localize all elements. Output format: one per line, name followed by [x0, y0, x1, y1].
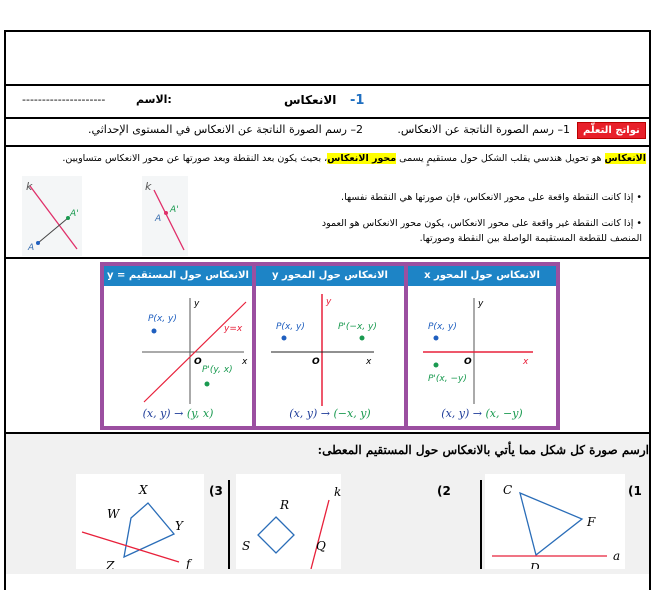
- divider: [6, 145, 649, 147]
- panel-y-equals-x: الانعكاس حول المستقيم y = x P(x, y) P'(y…: [104, 266, 252, 426]
- graph-yx: P(x, y) P'(y, x) y=x y x O: [142, 298, 248, 404]
- label-y: y: [193, 299, 200, 309]
- panel-title: الانعكاس حول المحور y: [256, 266, 404, 286]
- figure-point-on-axis: k A A': [142, 176, 188, 256]
- label-line: y=x: [223, 324, 243, 334]
- label-origin: O: [312, 357, 320, 367]
- column-divider: [228, 480, 230, 569]
- panel-y-axis: الانعكاس حول المحور y P(x, y) P'(−x, y) …: [256, 266, 404, 426]
- problem-2-figure: R S Q k: [236, 474, 341, 569]
- lesson-title: الانعكاس: [284, 93, 337, 107]
- label-P-prime: P'(y, x): [202, 365, 233, 375]
- label-A-prime: A': [169, 205, 179, 215]
- label-k: k: [334, 485, 341, 499]
- label-P-prime: P'(x, −y): [428, 374, 467, 384]
- line-f: [81, 531, 180, 563]
- point-P-prime: [433, 362, 439, 368]
- label-Q: Q: [316, 539, 326, 553]
- name-field[interactable]: ---------------------: [22, 93, 106, 106]
- label-Y: Y: [175, 519, 184, 533]
- problem-1-figure: C F D a: [485, 474, 625, 569]
- label-S: S: [242, 539, 250, 553]
- term-axis: محور الانعكاس: [327, 153, 397, 164]
- label-P: P(x, y): [148, 314, 177, 324]
- label-a: a: [613, 549, 620, 563]
- divider: [6, 117, 649, 119]
- divider: [6, 432, 649, 434]
- divider: [6, 257, 649, 259]
- label-y: y: [325, 297, 332, 307]
- reflection-rules-card: الانعكاس حول المحور x P(x, y) P'(x, −y) …: [100, 262, 560, 430]
- outcome-1: 1– رسم الصورة الناتجة عن الانعكاس.: [397, 123, 570, 136]
- point-P: [151, 328, 157, 334]
- point-P-prime: [359, 335, 365, 341]
- quadrilateral-WXYZ: [123, 502, 176, 559]
- line-y-equals-x: [143, 301, 247, 403]
- mapping-rule: (x, y) → (−x, y): [289, 407, 371, 420]
- problem-number: (2: [437, 484, 451, 498]
- point-P: [433, 335, 439, 341]
- problem-3-figure: X W Y Z f: [76, 474, 204, 569]
- point-A: [164, 211, 168, 215]
- bullet-2: • إذا كانت النقطة غير واقعة على محور الا…: [321, 218, 642, 244]
- label-P: P(x, y): [428, 322, 457, 332]
- label-k: k: [26, 180, 33, 193]
- point-A-prime: [66, 216, 70, 220]
- definition-text-2: ، بحيث يكون بعد النقطة وبعد صورتها عن مح…: [62, 153, 328, 164]
- label-y: y: [477, 299, 484, 309]
- label-A: A: [27, 243, 34, 253]
- graph-y: P(x, y) P'(−x, y) y x O: [271, 294, 377, 406]
- term-reflection: الانعكاس: [604, 153, 646, 164]
- bullet-text: إذا كانت النقطة غير واقعة على محور الانع…: [321, 218, 642, 244]
- square-RSQ: [257, 516, 295, 554]
- bullet-1: • إذا كانت النقطة واقعة على محور الانعكا…: [341, 192, 642, 203]
- definition: الانعكاس هو تحويل هندسي يقلب الشكل حول م…: [14, 153, 646, 164]
- label-C: C: [503, 483, 512, 497]
- label-X: X: [138, 483, 148, 497]
- mapping-rule: (x, y) → (x, −y): [441, 407, 523, 420]
- label-P-prime: P'(−x, y): [338, 322, 377, 332]
- axis-k: [29, 185, 78, 250]
- point-A: [36, 241, 40, 245]
- panel-title: الانعكاس حول المستقيم y = x: [104, 266, 252, 301]
- point-P-prime: [204, 381, 210, 387]
- label-F: F: [586, 515, 596, 529]
- label-Z: Z: [105, 559, 115, 569]
- line-k: [310, 499, 330, 569]
- label-D: D: [529, 561, 540, 569]
- label-k: k: [145, 180, 152, 193]
- label-R: R: [279, 498, 289, 512]
- figure-point-off-axis: k A A': [22, 176, 82, 256]
- exercise-heading: ارسم صورة كل شكل مما يأتي بالانعكاس حول …: [317, 443, 649, 457]
- label-x: x: [241, 357, 248, 367]
- column-divider: [480, 480, 482, 569]
- label-x: x: [365, 357, 372, 367]
- lesson-number: -1: [350, 93, 365, 108]
- point-P: [281, 335, 287, 341]
- label-origin: O: [464, 357, 472, 367]
- axis-k: [153, 189, 185, 251]
- divider: [6, 84, 649, 86]
- label-origin: O: [194, 357, 202, 367]
- bullet-text: إذا كانت النقطة واقعة على محور الانعكاس،…: [341, 192, 634, 203]
- label-A: A: [154, 214, 161, 224]
- triangle-CFD: [519, 491, 584, 557]
- outcome-2: 2– رسم الصورة الناتجة عن الانعكاس في الم…: [88, 123, 363, 136]
- name-label: الاسم:: [136, 93, 172, 106]
- segment-AA: [37, 217, 69, 244]
- graph-x: P(x, y) P'(x, −y) y x O: [423, 298, 533, 404]
- label-P: P(x, y): [276, 322, 305, 332]
- panel-x-axis: الانعكاس حول المحور x P(x, y) P'(x, −y) …: [408, 266, 556, 426]
- label-x: x: [522, 357, 529, 367]
- panel-title: الانعكاس حول المحور x: [408, 266, 556, 286]
- mapping-rule: (x, y) → (y, x): [142, 407, 214, 420]
- label-A-prime: A': [69, 209, 79, 219]
- problem-number: (1: [628, 484, 642, 498]
- label-f: f: [185, 557, 193, 569]
- definition-text: هو تحويل هندسي يقلب الشكل حول مستقيمٍ يس…: [396, 153, 605, 164]
- label-W: W: [107, 507, 121, 521]
- learning-outcomes-badge: نواتج التعلّم: [577, 122, 646, 139]
- problem-number: (3: [209, 484, 223, 498]
